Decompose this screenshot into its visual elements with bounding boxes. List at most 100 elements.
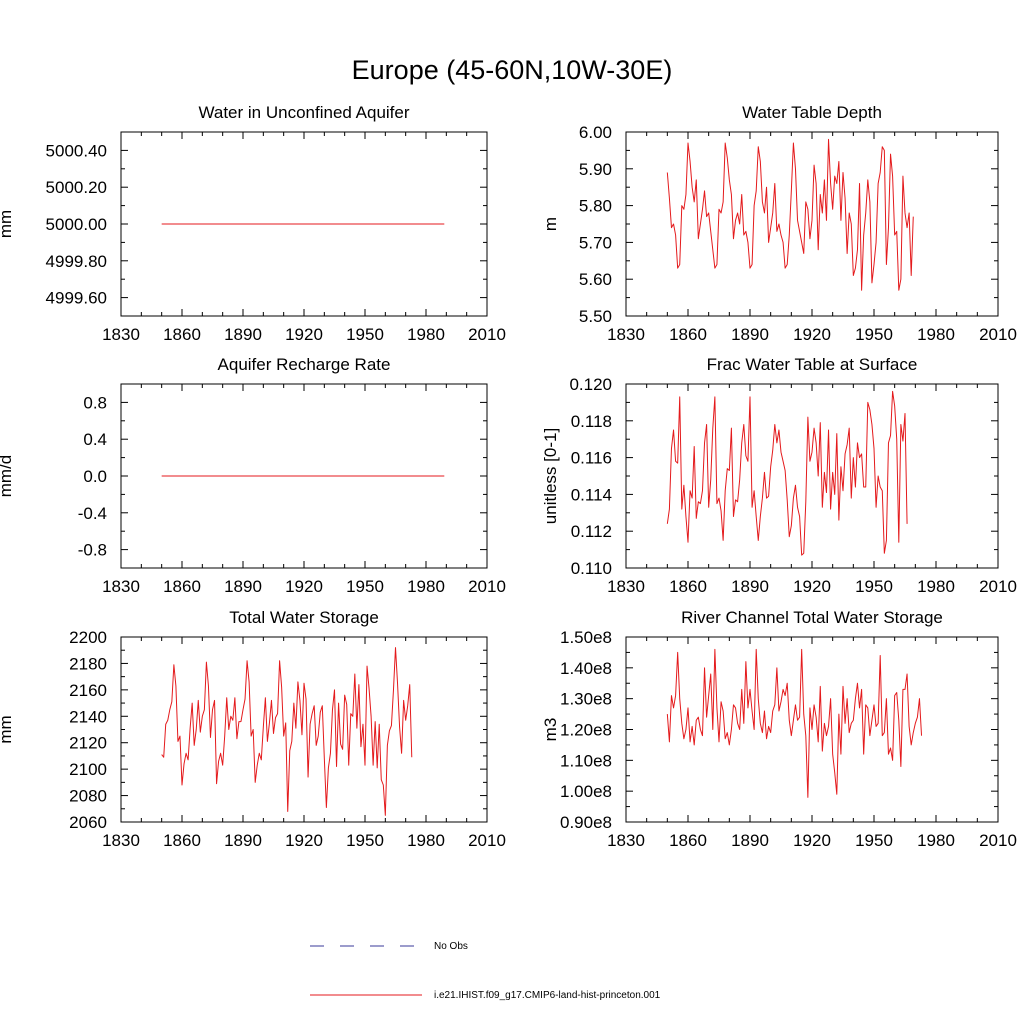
chart-panel-2: Water Table Depth m 1830 1860 1890 1920 1950 19…: [541, 103, 1017, 344]
panel-title: Frac Water Table at Surface: [707, 355, 918, 374]
x-tick-label: 2010: [979, 577, 1017, 596]
y-tick-label: -0.8: [78, 541, 107, 560]
x-tick-label: 1950: [855, 325, 893, 344]
x-tick-label: 1980: [407, 577, 445, 596]
x-tick-label: 1980: [407, 831, 445, 850]
x-tick-label: 1950: [346, 325, 384, 344]
legend-item-model: i.e21.IHIST.f09_g17.CMIP6-land-hist-prin…: [310, 989, 660, 1001]
y-tick-label: 5.50: [579, 307, 612, 326]
y-axis-label: m3: [541, 718, 560, 742]
x-tick-label: 1920: [793, 577, 831, 596]
series-line-model: [666, 648, 923, 798]
x-tick-label: 1920: [285, 831, 323, 850]
x-tick-label: 1830: [607, 831, 645, 850]
x-tick-label: 1830: [102, 577, 140, 596]
y-tick-label: 5.70: [579, 233, 612, 252]
y-tick-label: 2080: [69, 787, 107, 806]
legend-item-obs: No Obs: [310, 940, 468, 952]
y-tick-label: 0.110: [571, 559, 612, 578]
y-tick-label: 2160: [69, 681, 107, 700]
y-tick-label: 1.50e8: [560, 628, 612, 647]
y-tick-label: 5.90: [579, 160, 612, 179]
x-tick-label: 2010: [468, 831, 506, 850]
y-tick-label: 2060: [69, 813, 107, 832]
legend-label-obs: No Obs: [434, 940, 468, 952]
y-tick-label: 5000.00: [46, 215, 107, 234]
panel-title: Aquifer Recharge Rate: [218, 355, 391, 374]
y-tick-label: 2140: [69, 707, 107, 726]
y-tick-label: 1.40e8: [560, 659, 612, 678]
x-tick-label: 1920: [285, 577, 323, 596]
x-tick-label: 1920: [285, 325, 323, 344]
figure-title: Europe (45-60N,10W-30E): [351, 55, 673, 85]
x-tick-label: 1860: [669, 831, 707, 850]
y-tick-label: 0.116: [571, 449, 612, 468]
y-tick-label: 0.114: [571, 485, 612, 504]
plot-frame: [625, 383, 999, 569]
x-tick-label: 2010: [468, 577, 506, 596]
x-tick-label: 2010: [979, 325, 1017, 344]
y-tick-label: 6.00: [579, 123, 612, 142]
legend-swatch-model: [310, 994, 422, 996]
y-axis-label: unitless [0-1]: [541, 428, 560, 524]
x-tick-label: 2010: [979, 831, 1017, 850]
y-tick-label: 5.60: [579, 270, 612, 289]
plot-frame: [120, 636, 488, 823]
x-tick-label: 1890: [224, 325, 262, 344]
x-tick-label: 1830: [607, 325, 645, 344]
legend-swatch-obs: [310, 945, 422, 947]
y-axis-label: mm/d: [0, 455, 15, 498]
series-line-model: [161, 647, 413, 816]
y-tick-label: 1.00e8: [560, 782, 612, 801]
chart-panel-6: River Channel Total Water Storage m3 1830 1…: [541, 608, 1017, 850]
chart-panel-3: Aquifer Recharge Rate mm/d 1830 1860 1890 192…: [0, 355, 506, 596]
chart-panel-4: Frac Water Table at Surface unitless [0-1…: [541, 355, 1017, 596]
x-tick-label: 1860: [163, 577, 201, 596]
y-tick-label: 2120: [69, 734, 107, 753]
x-tick-label: 1980: [917, 577, 955, 596]
x-tick-label: 1860: [163, 325, 201, 344]
y-tick-label: -0.4: [78, 504, 107, 523]
x-tick-label: 1920: [793, 325, 831, 344]
x-tick-label: 1860: [669, 577, 707, 596]
x-tick-label: 1860: [669, 325, 707, 344]
x-tick-label: 1950: [346, 831, 384, 850]
x-tick-label: 1890: [224, 577, 262, 596]
y-axis-label: m: [541, 217, 560, 231]
x-tick-label: 1980: [917, 325, 955, 344]
x-tick-label: 1920: [793, 831, 831, 850]
y-tick-label: 1.20e8: [560, 721, 612, 740]
y-tick-label: 0.4: [83, 430, 107, 449]
series-line-model: [666, 138, 914, 291]
y-tick-label: 5000.20: [46, 178, 107, 197]
legend-label-model: i.e21.IHIST.f09_g17.CMIP6-land-hist-prin…: [434, 989, 661, 1001]
x-tick-label: 1980: [917, 831, 955, 850]
x-tick-label: 1890: [731, 577, 769, 596]
y-tick-label: 4999.60: [46, 289, 107, 308]
y-tick-label: 0.120: [569, 375, 612, 394]
y-tick-label: 2100: [69, 760, 107, 779]
x-tick-label: 1860: [163, 831, 201, 850]
x-tick-label: 1830: [607, 577, 645, 596]
x-tick-label: 1980: [407, 325, 445, 344]
y-tick-label: 0.118: [571, 412, 612, 431]
y-tick-label: 0.8: [83, 393, 107, 412]
series-line-model: [666, 390, 908, 556]
y-axis-label: mm: [0, 210, 15, 238]
y-tick-label: 0.112: [571, 522, 612, 541]
y-axis-label: mm: [0, 715, 15, 743]
panel-title: Total Water Storage: [229, 608, 379, 627]
y-tick-label: 2180: [69, 654, 107, 673]
x-tick-label: 1830: [102, 831, 140, 850]
y-tick-label: 5.80: [579, 197, 612, 216]
y-tick-label: 5000.40: [46, 141, 107, 160]
panel-title: Water Table Depth: [742, 103, 882, 122]
y-tick-label: 1.30e8: [560, 690, 612, 709]
y-tick-label: 0.0: [83, 467, 107, 486]
x-tick-label: 2010: [468, 325, 506, 344]
x-tick-label: 1950: [855, 577, 893, 596]
y-tick-label: 0.90e8: [560, 813, 612, 832]
x-tick-label: 1890: [731, 831, 769, 850]
x-tick-label: 1950: [855, 831, 893, 850]
